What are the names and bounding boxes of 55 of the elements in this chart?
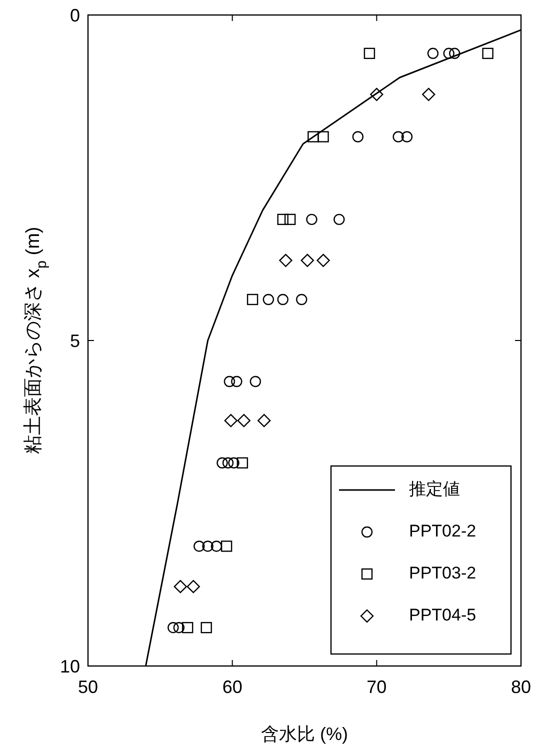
point — [202, 540, 214, 552]
point — [194, 540, 205, 552]
point — [401, 131, 413, 142]
point — [318, 131, 329, 142]
point — [228, 457, 240, 468]
x-axis-title: 含水比 (%) — [261, 724, 348, 744]
point — [422, 88, 436, 102]
point — [200, 622, 212, 634]
x-tick-label: 60 — [222, 676, 242, 697]
point — [352, 131, 364, 142]
point — [231, 376, 242, 388]
point — [277, 214, 288, 226]
point — [296, 294, 308, 306]
y-tick-label: 10 — [60, 656, 80, 676]
point — [246, 294, 258, 306]
point — [300, 254, 314, 268]
point — [222, 457, 234, 468]
point — [277, 294, 288, 306]
point — [224, 414, 238, 428]
point — [236, 457, 248, 468]
point — [257, 414, 271, 428]
point — [316, 254, 330, 268]
point — [173, 622, 185, 634]
point — [220, 540, 232, 552]
point — [392, 131, 404, 142]
x-tick-label: 80 — [510, 676, 532, 697]
point — [364, 48, 376, 60]
point — [216, 457, 228, 468]
point — [210, 540, 222, 552]
legend-label: 推定値 — [409, 479, 460, 498]
point — [306, 214, 318, 226]
point — [168, 622, 179, 634]
point — [224, 376, 236, 388]
legend-label: PPT02-2 — [409, 521, 476, 540]
point — [186, 580, 200, 594]
legend-label: PPT04-5 — [409, 605, 476, 624]
legend-label: PPT03-2 — [409, 563, 476, 582]
x-tick-label: 50 — [78, 676, 98, 697]
point — [370, 88, 384, 102]
point — [284, 214, 296, 226]
y-tick-label: 5 — [70, 330, 80, 351]
x-tick-label: 70 — [366, 676, 387, 697]
point — [174, 580, 187, 594]
point — [308, 131, 319, 142]
y-tick-label: 0 — [70, 5, 80, 26]
point — [237, 414, 250, 428]
point — [449, 48, 460, 60]
point — [279, 254, 292, 268]
point — [482, 48, 494, 60]
point — [182, 622, 194, 634]
point — [250, 376, 262, 388]
point — [334, 214, 345, 226]
point — [262, 294, 274, 306]
point — [427, 48, 439, 60]
point — [443, 48, 454, 60]
